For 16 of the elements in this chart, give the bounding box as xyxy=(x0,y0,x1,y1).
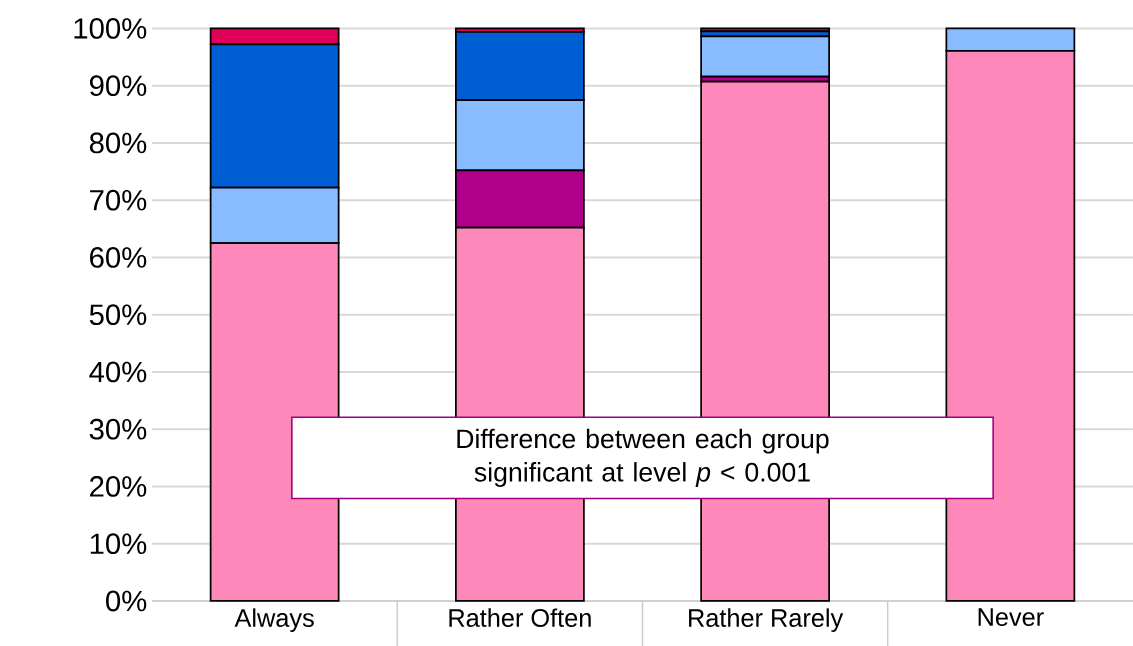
x-tick-label: Rather Often xyxy=(449,608,591,627)
y-tick-label: 0% xyxy=(106,590,147,612)
annotation: Difference between each group significant at level p < 0.001 xyxy=(457,428,829,487)
x-tick-label: Rather Rarely xyxy=(689,608,844,632)
y-tick-label: 60% xyxy=(90,247,147,268)
y-tick-label: 100% xyxy=(74,18,147,39)
y-tick-label: 20% xyxy=(90,476,147,497)
y-tick-label: 80% xyxy=(89,132,147,154)
y-tick-label: 30% xyxy=(89,418,147,440)
y-tick-label: 90% xyxy=(89,75,147,97)
y-tick-label: 70% xyxy=(90,189,147,211)
y-tick-label: 50% xyxy=(89,304,147,326)
y-tick-label: 40% xyxy=(89,361,147,383)
y-tick-label: 10% xyxy=(90,533,147,555)
x-tick-label: Never xyxy=(978,608,1044,627)
x-tick-label: Always xyxy=(234,608,314,632)
